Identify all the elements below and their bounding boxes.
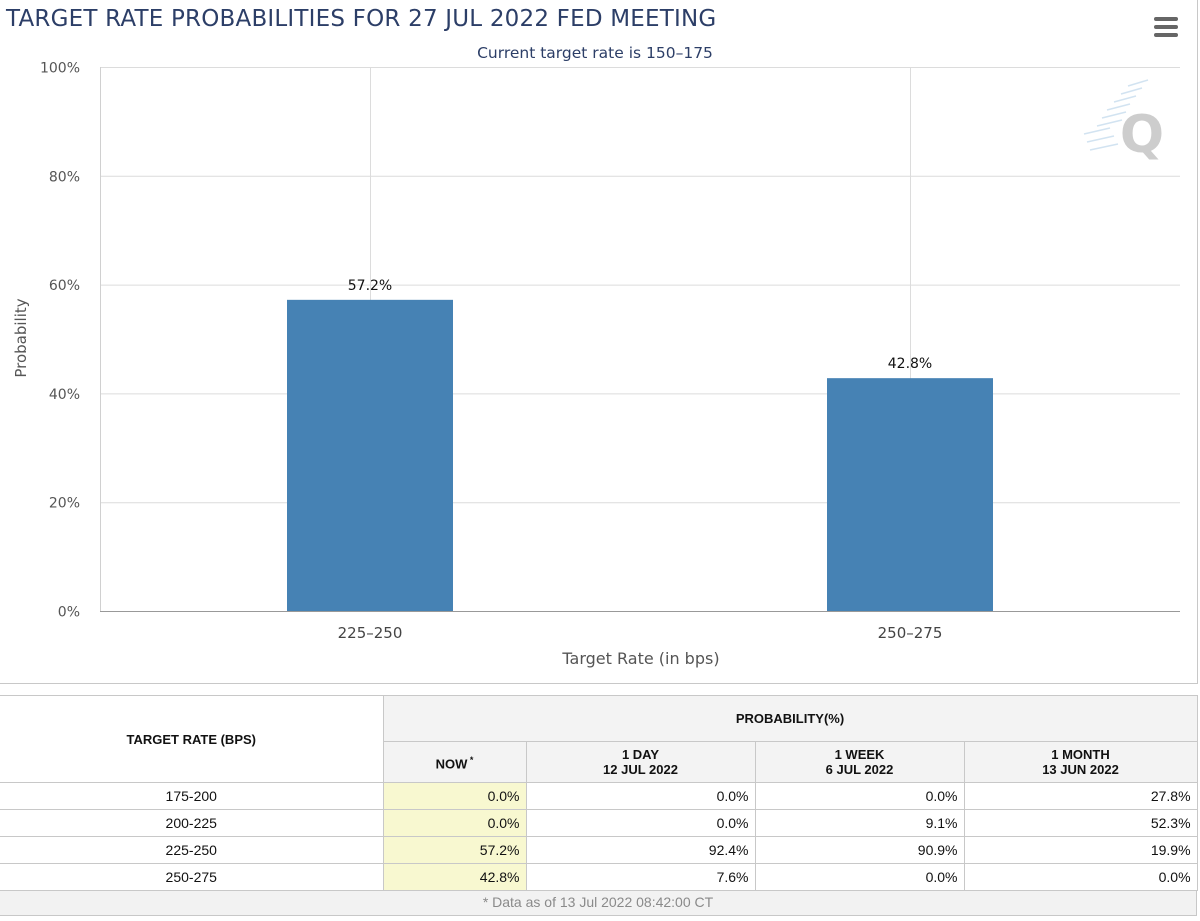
probability-cell: 92.4% xyxy=(525,836,756,864)
chart-panel: TARGET RATE PROBABILITIES FOR 27 JUL 202… xyxy=(0,0,1198,684)
x-tick-label: 225–250 xyxy=(338,624,403,642)
probability-cell: 0.0% xyxy=(963,863,1198,891)
probability-column-header: 1 WEEK 6 JUL 2022 xyxy=(754,740,965,784)
target-rate-cell: 250-275 xyxy=(0,863,384,891)
probability-cell: 27.8% xyxy=(963,782,1198,810)
bar-250–275 xyxy=(827,378,993,611)
table-row: 250-275 42.8% 7.6% 0.0% 0.0% xyxy=(0,863,1198,891)
probability-cell: 0.0% xyxy=(525,809,756,837)
y-axis-title: Probability xyxy=(12,298,30,377)
probability-cell: 0.0% xyxy=(754,863,965,891)
chart-subtitle: Current target rate is 150–175 xyxy=(477,44,713,62)
watermark-logo xyxy=(1083,79,1149,151)
bar-225–250 xyxy=(287,299,453,611)
probability-cell: 0.0% xyxy=(754,782,965,810)
y-tick-label: 20% xyxy=(49,496,80,512)
probability-table-container: TARGET RATE (BPS) PROBABILITY(%) NOW * 1 … xyxy=(0,695,1198,916)
probability-group-header: PROBABILITY(%) xyxy=(382,695,1198,742)
column-date: 13 JUN 2022 xyxy=(1042,761,1119,777)
x-axis-title: Target Rate (in bps) xyxy=(561,649,719,668)
now-probability-cell: 0.0% xyxy=(382,782,527,810)
chart-menu-button[interactable] xyxy=(1150,12,1182,42)
y-tick-label: 60% xyxy=(49,278,80,294)
y-tick-label: 40% xyxy=(49,387,80,403)
now-probability-cell: 57.2% xyxy=(382,836,527,864)
target-rate-cell: 175-200 xyxy=(0,782,384,810)
probability-column-header: NOW * xyxy=(382,740,527,784)
target-rate-cell: 200-225 xyxy=(0,809,384,837)
data-label: 42.8% xyxy=(888,356,932,372)
data-timestamp-footnote: * Data as of 13 Jul 2022 08:42:00 CT xyxy=(0,891,1197,916)
hamburger-icon xyxy=(1154,17,1178,21)
target-rate-cell: 225-250 xyxy=(0,836,384,864)
table-row: 175-200 0.0% 0.0% 0.0% 27.8% xyxy=(0,782,1198,810)
bar-chart: 0% 20% 40% 60% 80% 100% 57.2% 225–250 42.8% 250–2… xyxy=(12,61,1180,668)
target-rate-column-header: TARGET RATE (BPS) xyxy=(0,695,384,783)
y-tick-label: 100% xyxy=(40,61,80,77)
footnote-marker: * xyxy=(467,754,474,765)
column-label: 1 DAY xyxy=(621,746,660,762)
column-date: 12 JUL 2022 xyxy=(603,761,678,777)
now-probability-cell: 0.0% xyxy=(382,809,527,837)
column-label: 1 WEEK xyxy=(834,746,885,762)
watermark-letter: Q xyxy=(1120,105,1164,165)
column-label: NOW xyxy=(435,755,468,771)
column-date: 6 JUL 2022 xyxy=(825,761,894,777)
probability-column-header: 1 DAY 12 JUL 2022 xyxy=(525,740,756,784)
probability-cell: 7.6% xyxy=(525,863,756,891)
column-label: 1 MONTH xyxy=(1051,746,1110,762)
y-tick-label: 0% xyxy=(58,605,80,621)
probability-cell: 0.0% xyxy=(525,782,756,810)
probability-cell: 9.1% xyxy=(754,809,965,837)
probability-cell: 90.9% xyxy=(754,836,965,864)
data-label: 57.2% xyxy=(348,278,392,294)
probability-column-header: 1 MONTH 13 JUN 2022 xyxy=(963,740,1198,784)
x-tick-label: 250–275 xyxy=(878,624,943,642)
probability-cell: 19.9% xyxy=(963,836,1198,864)
probability-cell: 52.3% xyxy=(963,809,1198,837)
now-probability-cell: 42.8% xyxy=(382,863,527,891)
chart-title: TARGET RATE PROBABILITIES FOR 27 JUL 202… xyxy=(6,6,717,32)
probability-table: TARGET RATE (BPS) PROBABILITY(%) NOW * 1 … xyxy=(0,695,1198,891)
table-row: 200-225 0.0% 0.0% 9.1% 52.3% xyxy=(0,809,1198,837)
y-tick-label: 80% xyxy=(49,169,80,185)
table-row: 225-250 57.2% 92.4% 90.9% 19.9% xyxy=(0,836,1198,864)
